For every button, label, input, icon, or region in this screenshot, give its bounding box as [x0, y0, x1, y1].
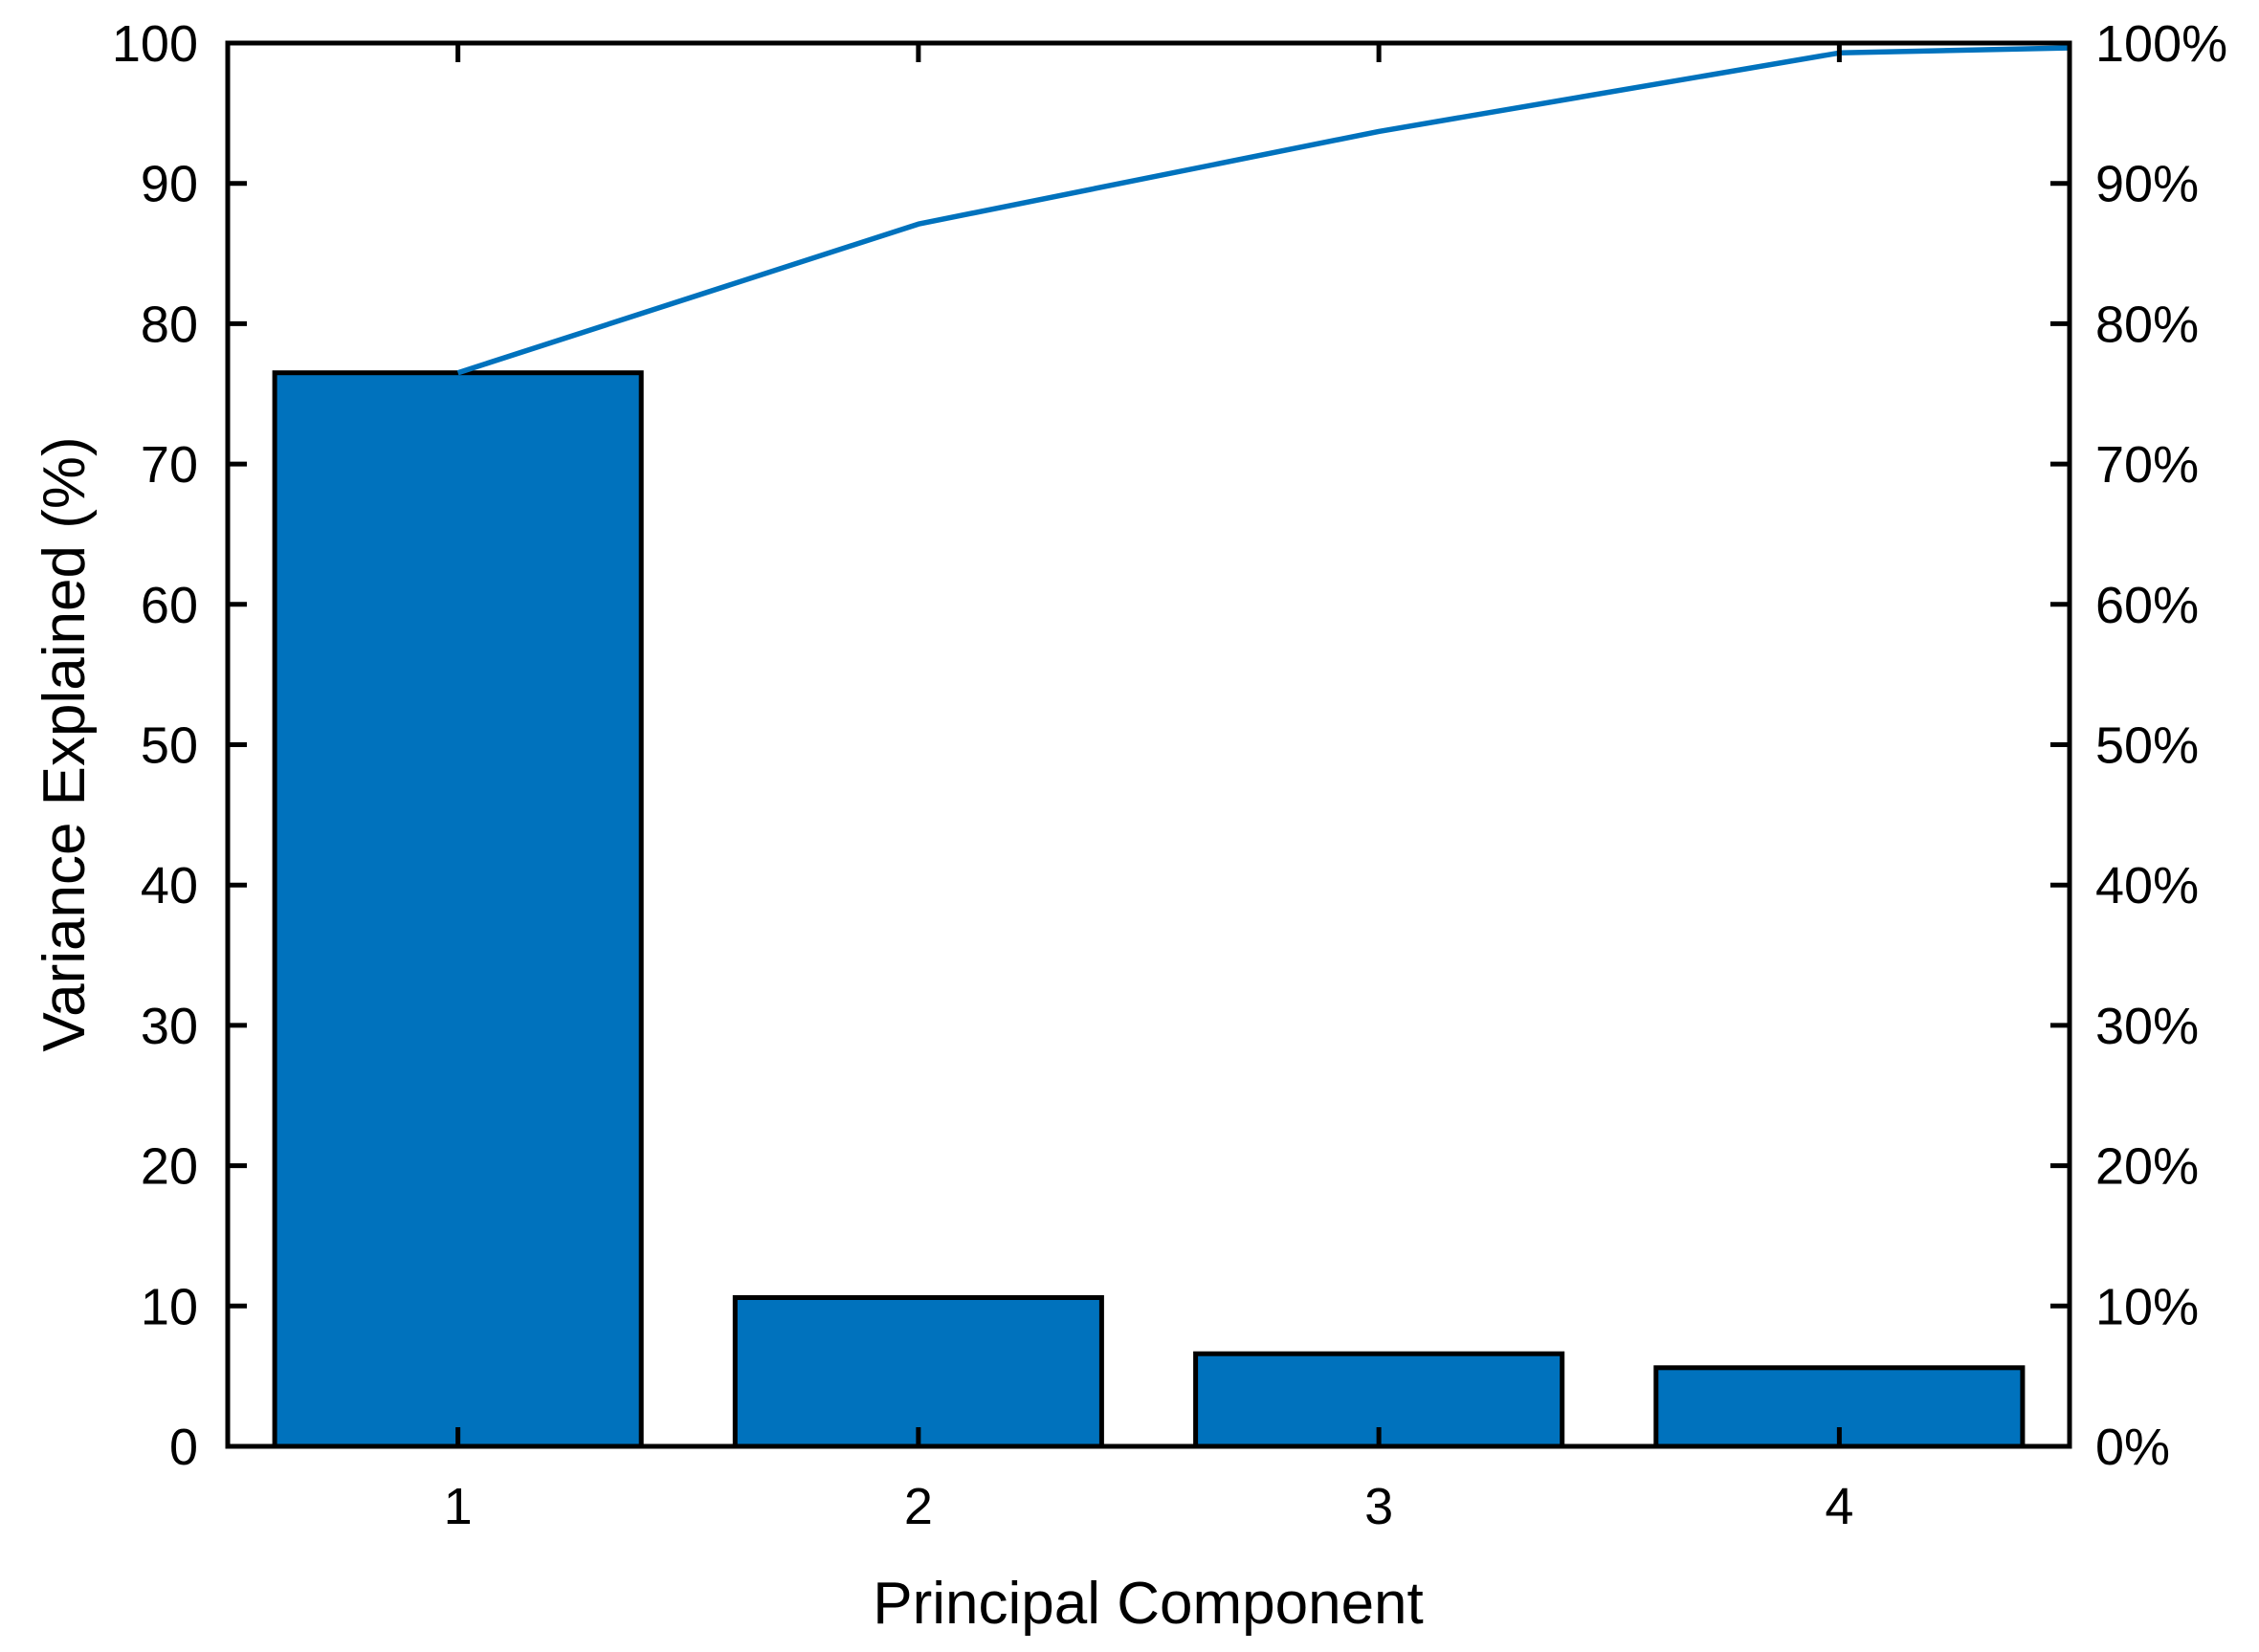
axes-layer: 0 0% 10 10% 20 20% 30 30% 40 40% 50 50% 60 60% 70 70% 80…	[112, 15, 2227, 1535]
y-tick-label-left: 100	[112, 15, 198, 73]
y-tick-label-left: 40	[141, 857, 198, 914]
y-tick-label-right: 10%	[2095, 1278, 2199, 1335]
y-tick-label-right: 100%	[2095, 15, 2227, 73]
y-tick-label-left: 70	[141, 436, 198, 494]
y-tick-label-left: 80	[141, 296, 198, 353]
y-tick-label-right: 70%	[2095, 436, 2199, 494]
cumulative-variance-line	[456, 45, 2071, 376]
bar-pc2	[732, 1295, 1104, 1449]
y-tick-label-left: 30	[141, 998, 198, 1055]
y-tick-label-left: 0	[169, 1419, 198, 1476]
x-tick-label: 2	[904, 1478, 933, 1535]
y-tick-label-left: 90	[141, 156, 198, 213]
y-tick-label-right: 40%	[2095, 857, 2199, 914]
y-tick-label-right: 60%	[2095, 577, 2199, 634]
y-tick-label-right: 30%	[2095, 998, 2199, 1055]
x-tick-label: 4	[1825, 1478, 1853, 1535]
x-tick-label: 3	[1364, 1478, 1393, 1535]
y-tick-label-right: 20%	[2095, 1138, 2199, 1196]
bars-layer	[272, 370, 2026, 1449]
y-tick-label-right: 0%	[2095, 1419, 2170, 1476]
y-tick-label-right: 80%	[2095, 296, 2199, 353]
bar-pc1	[272, 370, 644, 1449]
x-tick-label: 1	[444, 1478, 473, 1535]
y-tick-label-left: 20	[141, 1138, 198, 1196]
x-axis-label: Principal Component	[873, 1571, 1424, 1637]
cumulative-line-layer	[456, 45, 2071, 376]
y-tick-label-right: 50%	[2095, 717, 2199, 775]
y-tick-label-right: 90%	[2095, 156, 2199, 213]
y-tick-label-left: 10	[141, 1278, 198, 1335]
y-tick-label-left: 50	[141, 717, 198, 775]
y-axis-label: Variance Explained (%)	[32, 436, 98, 1051]
y-tick-label-left: 60	[141, 577, 198, 634]
